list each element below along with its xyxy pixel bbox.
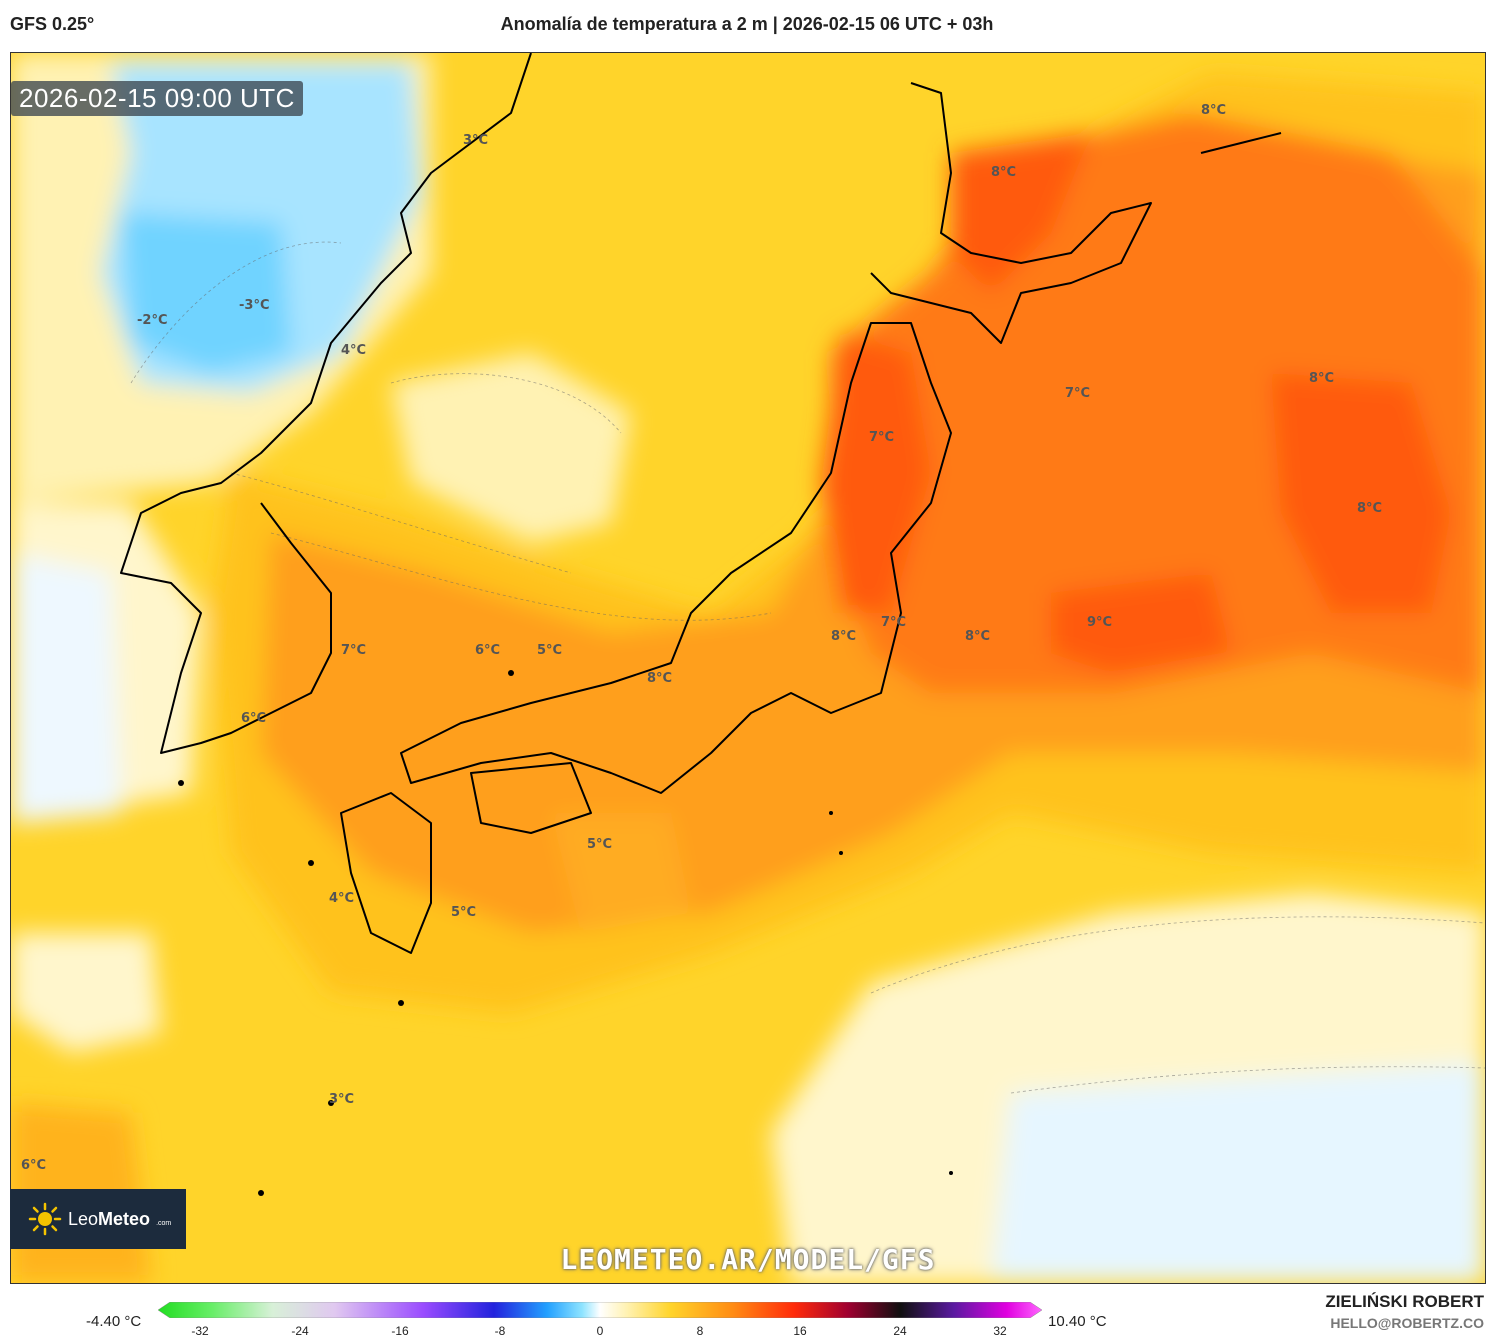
map-label: 8°C xyxy=(647,671,673,686)
logo-suffix: .com xyxy=(156,1219,172,1227)
model-label: GFS 0.25° xyxy=(10,14,95,34)
colorbar-tick: -32 xyxy=(191,1324,209,1338)
author-email[interactable]: HELLO@ROBERTZ.CO xyxy=(1330,1315,1484,1331)
temperature-anomaly-field xyxy=(11,53,1485,1283)
map-label: 5°C xyxy=(537,643,563,658)
map-label: 8°C xyxy=(1309,371,1335,386)
colorbar-min-label: -4.40 °C xyxy=(86,1313,142,1330)
map-label: 4°C xyxy=(329,891,355,906)
map-label: 5°C xyxy=(587,837,613,852)
map-label: -2°C xyxy=(137,313,168,328)
author-name: ZIELIŃSKI ROBERT xyxy=(1325,1292,1484,1311)
sun-icon xyxy=(28,1202,62,1236)
colorbar-tick: 32 xyxy=(993,1324,1007,1338)
map-label: 6°C xyxy=(241,711,267,726)
map-label: 7°C xyxy=(1065,386,1091,401)
map-panel: 2026-02-15 09:00 UTC 3°C 8°C 8°C -3°C -2… xyxy=(10,52,1486,1284)
map-label: 6°C xyxy=(475,643,501,658)
map-label: 6°C xyxy=(21,1158,47,1173)
map-label: 7°C xyxy=(869,430,895,445)
colorbar-tick: 0 xyxy=(596,1324,604,1338)
map-label: 8°C xyxy=(991,165,1017,180)
leometeo-logo[interactable]: LeoMeteo .com xyxy=(10,1189,186,1249)
colorbar xyxy=(158,1302,1042,1318)
colorbar-max-label: 10.40 °C xyxy=(1048,1313,1107,1330)
watermark-url: LEOMETEO.AR/MODEL/GFS xyxy=(560,1243,936,1276)
map-label: 3°C xyxy=(329,1092,355,1107)
colorbar-tick: -16 xyxy=(391,1324,409,1338)
map-label: 8°C xyxy=(1201,103,1227,118)
map-label: -3°C xyxy=(239,298,270,313)
colorbar-tick: 8 xyxy=(696,1324,704,1338)
colorbar-tick: 24 xyxy=(893,1324,907,1338)
map-label: 5°C xyxy=(451,905,477,920)
map-label: 8°C xyxy=(1357,501,1383,516)
valid-time-badge: 2026-02-15 09:00 UTC xyxy=(11,81,303,116)
map-label: 3°C xyxy=(463,133,489,148)
map-label: 8°C xyxy=(831,629,857,644)
logo-wordmark: LeoMeteo xyxy=(68,1208,151,1229)
map-label: 9°C xyxy=(1087,615,1113,630)
colorbar-tick: -8 xyxy=(494,1324,506,1338)
map-label: 7°C xyxy=(881,615,907,630)
colorbar-tick: -24 xyxy=(291,1324,309,1338)
colorbar-tick: 16 xyxy=(793,1324,807,1338)
map-label: 8°C xyxy=(965,629,991,644)
map-label: 4°C xyxy=(341,343,367,358)
map-title: Anomalía de temperatura a 2 m | 2026-02-… xyxy=(500,14,994,34)
map-label: 7°C xyxy=(341,643,367,658)
